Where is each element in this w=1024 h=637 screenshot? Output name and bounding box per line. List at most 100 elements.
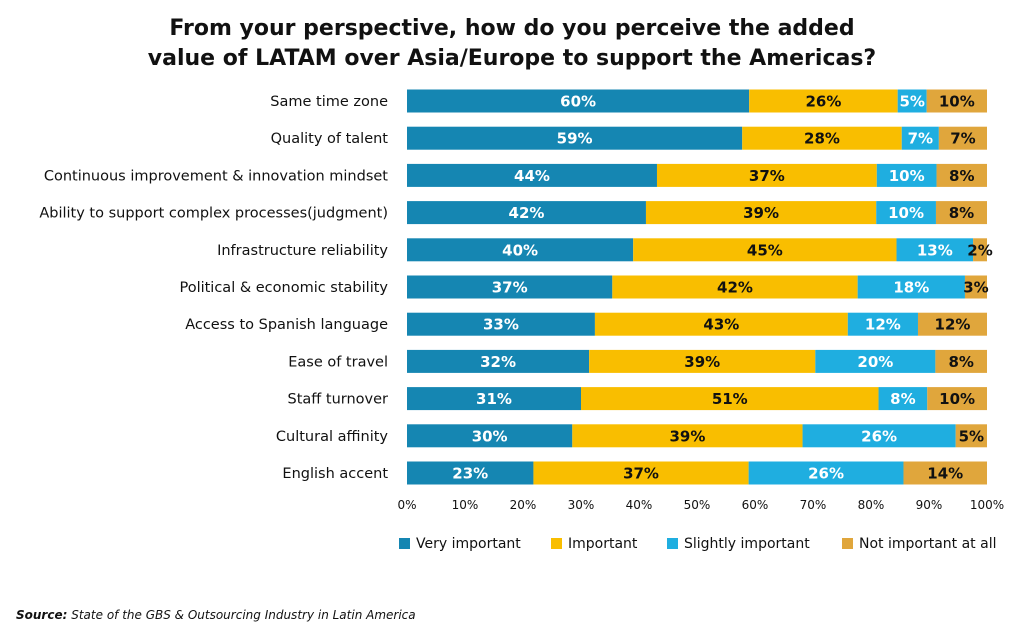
category-label: Ease of travel — [288, 354, 388, 370]
legend-label: Slightly important — [684, 536, 810, 552]
bar-segment — [896, 238, 974, 262]
legend-label: Not important at all — [859, 536, 996, 552]
data-label: 39% — [669, 427, 705, 445]
bar-segment — [955, 424, 987, 448]
category-labels: Same time zone Quality of talent Continuou… — [39, 94, 388, 482]
bar-segment — [633, 238, 897, 262]
data-label: 26% — [861, 427, 897, 445]
category-label: Ability to support complex processes(jud… — [39, 206, 388, 222]
category-label: Access to Spanish language — [185, 317, 388, 333]
data-label: 12% — [865, 316, 901, 334]
data-label: 7% — [908, 130, 933, 148]
bars: 60% 26% 5% 10% 59% 28% 7% 7% 44% 37% 10% 8% 42% 39% 10… — [407, 89, 993, 485]
bar-segment — [407, 312, 595, 336]
data-label: 33% — [483, 316, 519, 334]
bar-segment — [407, 201, 646, 225]
data-label: 5% — [899, 93, 924, 111]
legend-swatch — [551, 538, 562, 549]
data-label: 31% — [476, 390, 512, 408]
x-tick-label: 70% — [800, 498, 827, 512]
category-label: Political & economic stability — [179, 280, 388, 296]
chart-title-line: From your perspective, how do you percei… — [169, 16, 854, 41]
bar-segment — [917, 312, 987, 336]
legend-swatch — [667, 538, 678, 549]
data-label: 20% — [857, 353, 893, 371]
bar-segment — [742, 126, 902, 150]
category-label: Staff turnover — [288, 392, 389, 408]
bar-segment — [407, 275, 613, 299]
x-tick-label: 80% — [858, 498, 885, 512]
bar-segment — [938, 126, 987, 150]
data-label: 37% — [623, 465, 659, 483]
data-label: 12% — [935, 316, 971, 334]
data-label: 45% — [747, 241, 783, 259]
x-tick-label: 100% — [970, 498, 1004, 512]
data-label: 39% — [684, 353, 720, 371]
bar-segment — [927, 387, 987, 411]
bar-segment — [876, 163, 937, 187]
source-text: State of the GBS & Outsourcing Industry … — [71, 608, 416, 622]
x-tick-label: 10% — [452, 498, 479, 512]
data-label: 8% — [949, 204, 974, 222]
data-label: 14% — [927, 465, 963, 483]
bar-segment — [407, 238, 634, 262]
legend-swatch — [842, 538, 853, 549]
bar-segment — [589, 349, 816, 373]
data-label: 51% — [712, 390, 748, 408]
bar-segment — [901, 126, 939, 150]
bar-segment — [973, 238, 987, 262]
legend-label: Important — [568, 536, 638, 552]
x-tick-label: 20% — [510, 498, 537, 512]
bar-segment — [847, 312, 918, 336]
bar-segment — [749, 89, 898, 113]
source-note: Source: State of the GBS & Outsourcing I… — [16, 608, 416, 622]
data-label: 37% — [749, 167, 785, 185]
data-label: 44% — [514, 167, 550, 185]
bar-segment — [407, 89, 750, 113]
bar-segment — [407, 349, 590, 373]
x-tick-label: 50% — [684, 498, 711, 512]
bar-segment — [407, 163, 657, 187]
category-label: Continuous improvement & innovation mind… — [44, 168, 388, 184]
legend-swatch — [399, 538, 410, 549]
data-label: 13% — [917, 241, 953, 259]
data-label: 10% — [888, 204, 924, 222]
data-label: 28% — [804, 130, 840, 148]
category-label: Infrastructure reliability — [217, 243, 388, 259]
bar-segment — [656, 163, 877, 187]
bar-segment — [533, 461, 749, 485]
bar-segment — [802, 424, 956, 448]
data-label: 59% — [557, 130, 593, 148]
bar-segment — [748, 461, 904, 485]
category-label: English accent — [282, 466, 388, 482]
bar-segment — [815, 349, 936, 373]
data-label: 8% — [948, 353, 973, 371]
x-tick-label: 40% — [626, 498, 653, 512]
category-label: Same time zone — [270, 94, 388, 110]
data-label: 10% — [939, 390, 975, 408]
data-label: 10% — [939, 93, 975, 111]
data-label: 42% — [509, 204, 545, 222]
bar-segment — [407, 126, 743, 150]
bar-segment — [857, 275, 965, 299]
data-label: 26% — [805, 93, 841, 111]
x-tick-label: 90% — [916, 498, 943, 512]
data-label: 18% — [893, 279, 929, 297]
source-label: Source: — [16, 608, 68, 622]
chart-title: From your perspective, how do you percei… — [148, 16, 876, 71]
x-tick-label: 30% — [568, 498, 595, 512]
x-tick-label: 0% — [397, 498, 416, 512]
x-axis: 0% 10% 20% 30% 40% 50% 60% 70% 80% 90% 100% — [397, 498, 1004, 512]
bar-segment — [936, 163, 987, 187]
data-label: 5% — [959, 427, 984, 445]
data-label: 43% — [703, 316, 739, 334]
data-label: 26% — [808, 465, 844, 483]
legend: Very important Important Slightly importan… — [399, 536, 996, 552]
bar-segment — [572, 424, 803, 448]
bar-segment — [407, 461, 534, 485]
category-label: Cultural affinity — [276, 429, 389, 445]
data-label: 3% — [963, 279, 988, 297]
bar-segment — [964, 275, 987, 299]
bar-segment — [581, 387, 879, 411]
chart-title-line: value of LATAM over Asia/Europe to suppo… — [148, 46, 876, 71]
